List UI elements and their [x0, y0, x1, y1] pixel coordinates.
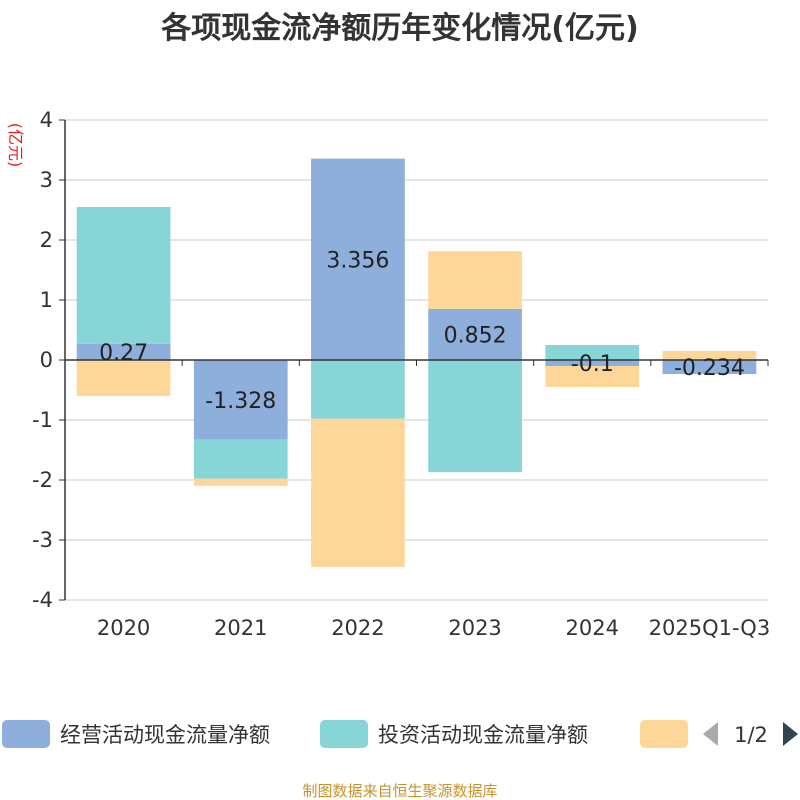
- x-tick-label-2021: 2021: [214, 616, 267, 640]
- bar-2024-series-0[interactable]: [545, 360, 640, 366]
- y-tick-label: -1: [32, 408, 53, 432]
- data-label-2023: 0.852: [444, 323, 507, 348]
- y-tick-label: 1: [40, 288, 53, 312]
- legend-swatch-0[interactable]: [2, 720, 50, 748]
- bar-2020-series-1[interactable]: [76, 207, 171, 344]
- y-tick-label: 2: [40, 228, 53, 252]
- y-tick-label: 3: [40, 168, 53, 192]
- x-tick-label-2024: 2024: [566, 616, 619, 640]
- bar-2025Q1-Q3-series-0[interactable]: [662, 360, 757, 375]
- bar-2023-series-2[interactable]: [428, 251, 522, 309]
- bar-2021-series-1[interactable]: [193, 439, 288, 479]
- bar-2023-series-1[interactable]: [428, 360, 522, 473]
- bar-2024-series-1[interactable]: [545, 345, 640, 360]
- legend-next-arrow-icon[interactable]: [783, 722, 798, 746]
- y-tick-label: -2: [32, 468, 53, 492]
- y-axis-label: (亿元): [6, 123, 25, 168]
- y-tick-label: 0: [40, 348, 53, 372]
- x-tick-label-2025Q1-Q3: 2025Q1-Q3: [649, 616, 771, 640]
- source-note: 制图数据来自恒生聚源数据库: [302, 782, 497, 800]
- legend-swatch-1[interactable]: [320, 720, 368, 748]
- data-label-2025Q1-Q3: -0.234: [674, 356, 745, 381]
- y-tick-label: -4: [32, 588, 53, 612]
- legend-label-0[interactable]: 经营活动现金流量净额: [60, 723, 270, 747]
- data-label-2020: 0.27: [99, 341, 148, 366]
- bar-2024-series-2[interactable]: [545, 366, 640, 387]
- chart-title: 各项现金流净额历年变化情况(亿元): [160, 11, 638, 46]
- bar-2025Q1-Q3-series-2[interactable]: [662, 351, 757, 360]
- legend-swatch-2[interactable]: [640, 720, 688, 748]
- bar-2022-series-1[interactable]: [311, 360, 405, 419]
- bar-2020-series-2[interactable]: [76, 360, 171, 396]
- bar-2021-series-2[interactable]: [193, 478, 288, 486]
- y-tick-label: -3: [32, 528, 53, 552]
- bar-2022-series-0[interactable]: [311, 158, 405, 360]
- x-tick-label-2023: 2023: [448, 616, 501, 640]
- bar-2022-series-2[interactable]: [311, 418, 405, 567]
- data-label-2022: 3.356: [326, 248, 389, 273]
- y-tick-label: 4: [40, 108, 53, 132]
- legend-page-indicator: 1/2: [734, 723, 768, 747]
- bar-2023-series-0[interactable]: [428, 308, 522, 360]
- bar-2020-series-0[interactable]: [76, 343, 171, 360]
- data-label-2024: -0.1: [571, 352, 614, 377]
- x-tick-label-2022: 2022: [331, 616, 384, 640]
- legend-prev-arrow-icon[interactable]: [703, 722, 718, 746]
- bar-2021-series-0[interactable]: [193, 360, 288, 440]
- legend-label-1[interactable]: 投资活动现金流量净额: [378, 723, 588, 747]
- data-label-2021: -1.328: [205, 389, 276, 414]
- x-tick-label-2020: 2020: [97, 616, 150, 640]
